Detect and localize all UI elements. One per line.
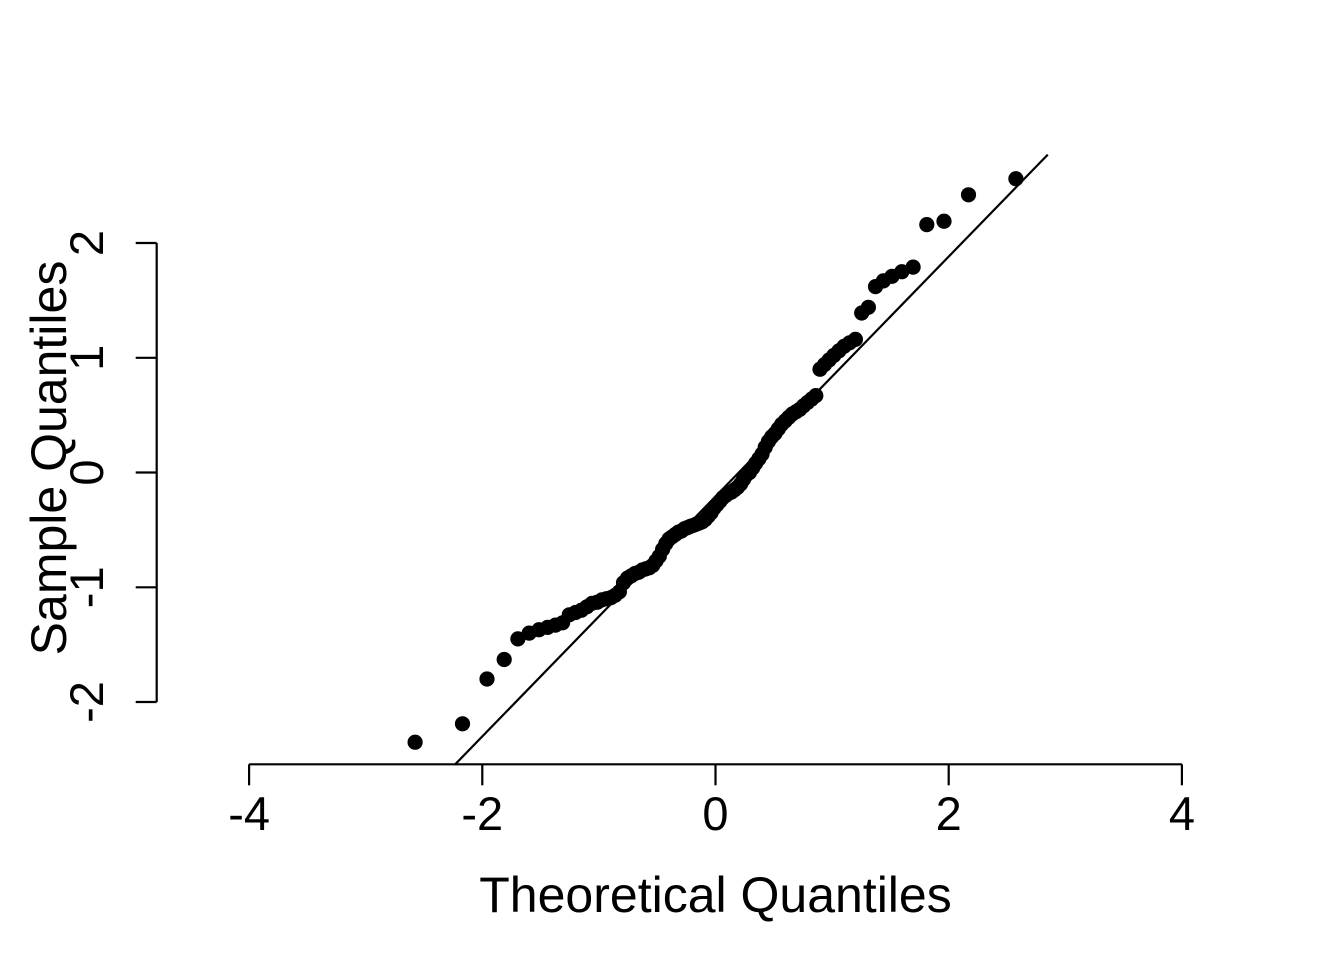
data-point xyxy=(919,217,935,233)
data-point xyxy=(905,259,921,275)
y-tick-label: -2 xyxy=(60,681,113,723)
data-point xyxy=(1008,171,1024,187)
x-tick-label: -2 xyxy=(461,787,503,840)
data-point xyxy=(808,388,824,404)
x-tick-label: 0 xyxy=(702,787,728,840)
y-tick-label: 2 xyxy=(60,230,113,256)
x-tick-label: 4 xyxy=(1169,787,1195,840)
y-axis: -2 -1 0 1 2 xyxy=(60,230,158,723)
data-point xyxy=(407,734,423,750)
y-axis-title: Sample Quantiles xyxy=(21,261,77,656)
x-tick-label: 2 xyxy=(936,787,962,840)
data-point xyxy=(860,299,877,315)
data-point xyxy=(510,631,526,647)
data-point xyxy=(479,671,495,687)
y-tick-label: 1 xyxy=(60,345,113,371)
data-point xyxy=(960,187,977,203)
x-axis: -4 -2 0 2 4 xyxy=(228,763,1195,840)
data-point xyxy=(496,651,512,668)
scatter-points-layer xyxy=(407,171,1024,750)
qq-reference-line xyxy=(454,153,1049,765)
data-point xyxy=(454,716,471,732)
x-tick-label: -4 xyxy=(228,787,270,840)
data-point xyxy=(936,213,952,229)
y-tick-label: -1 xyxy=(60,566,113,608)
data-point xyxy=(847,331,864,347)
y-tick-label: 0 xyxy=(60,459,113,485)
x-axis-title: Theoretical Quantiles xyxy=(479,867,951,923)
